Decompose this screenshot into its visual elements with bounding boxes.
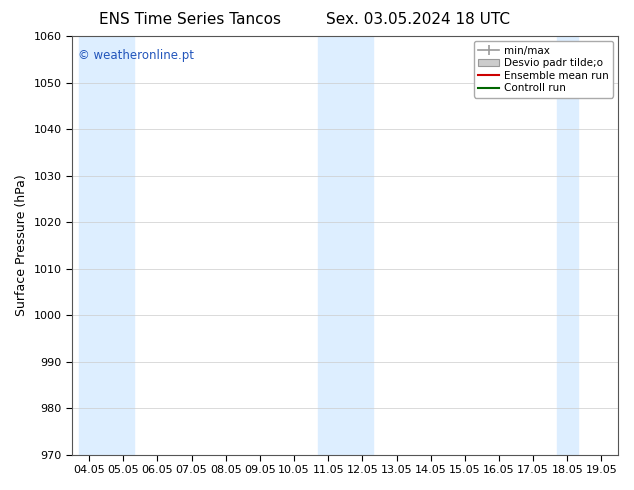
Y-axis label: Surface Pressure (hPa): Surface Pressure (hPa): [15, 174, 28, 316]
Bar: [318, 36, 373, 455]
Text: ENS Time Series Tancos: ENS Time Series Tancos: [99, 12, 281, 27]
Bar: [557, 36, 578, 455]
Text: Sex. 03.05.2024 18 UTC: Sex. 03.05.2024 18 UTC: [327, 12, 510, 27]
Text: © weatheronline.pt: © weatheronline.pt: [77, 49, 193, 62]
Legend: min/max, Desvio padr tilde;o, Ensemble mean run, Controll run: min/max, Desvio padr tilde;o, Ensemble m…: [474, 41, 613, 98]
Bar: [79, 36, 134, 455]
